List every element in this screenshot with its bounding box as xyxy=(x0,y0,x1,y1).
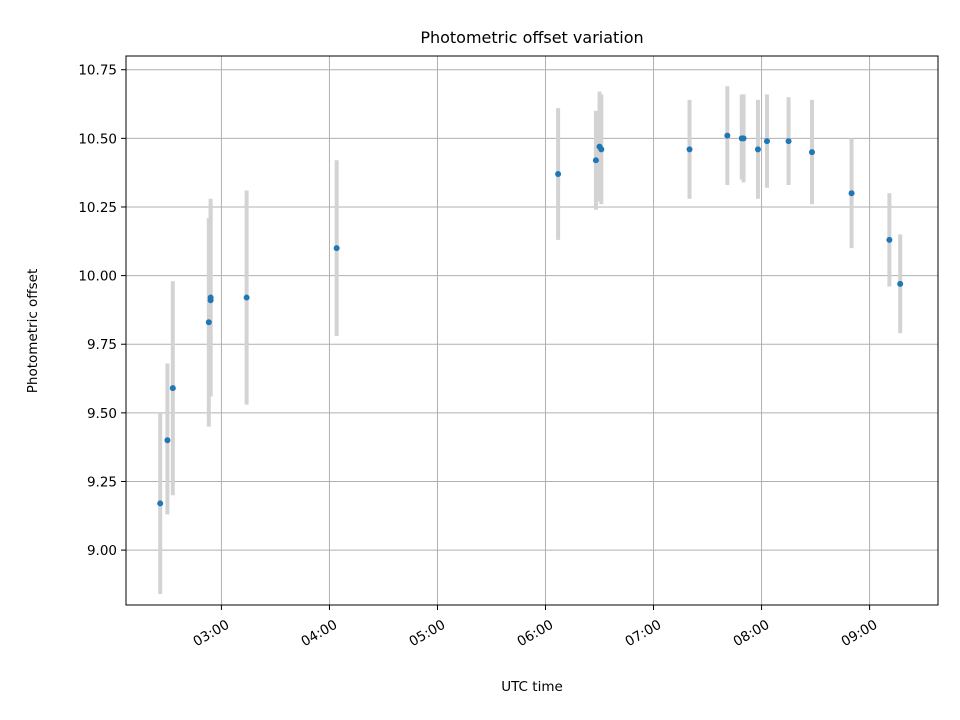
data-point xyxy=(592,157,599,164)
data-point xyxy=(886,236,893,243)
data-point xyxy=(207,294,214,301)
y-tick-label: 9.75 xyxy=(87,337,117,353)
y-tick-label: 10.00 xyxy=(78,269,117,285)
data-point xyxy=(333,245,340,252)
grid-layer xyxy=(126,56,938,605)
data-point xyxy=(785,138,792,145)
plot-frame xyxy=(125,55,939,606)
data-point xyxy=(740,135,747,142)
data-point xyxy=(555,171,562,178)
data-point xyxy=(686,146,693,153)
data-point xyxy=(157,500,164,507)
data-point xyxy=(598,146,605,153)
data-point xyxy=(205,319,212,326)
y-tick-label: 9.25 xyxy=(87,474,117,490)
y-axis-label: Photometric offset xyxy=(25,269,41,393)
data-point xyxy=(169,385,176,392)
y-tick-label: 10.25 xyxy=(78,200,117,216)
data-point xyxy=(724,132,731,139)
data-point xyxy=(897,280,904,287)
data-point xyxy=(754,146,761,153)
data-point xyxy=(808,149,815,156)
y-tick-label: 10.50 xyxy=(78,131,117,147)
y-tick-label: 9.00 xyxy=(87,543,117,559)
y-tick-label: 10.75 xyxy=(78,63,117,79)
chart-title: Photometric offset variation xyxy=(420,28,643,47)
data-point xyxy=(763,138,770,145)
data-point xyxy=(848,190,855,197)
y-tick-label: 9.50 xyxy=(87,406,117,422)
data-point xyxy=(243,294,250,301)
data-point xyxy=(164,437,171,444)
x-axis-label: UTC time xyxy=(501,679,563,695)
point-layer xyxy=(157,132,904,507)
